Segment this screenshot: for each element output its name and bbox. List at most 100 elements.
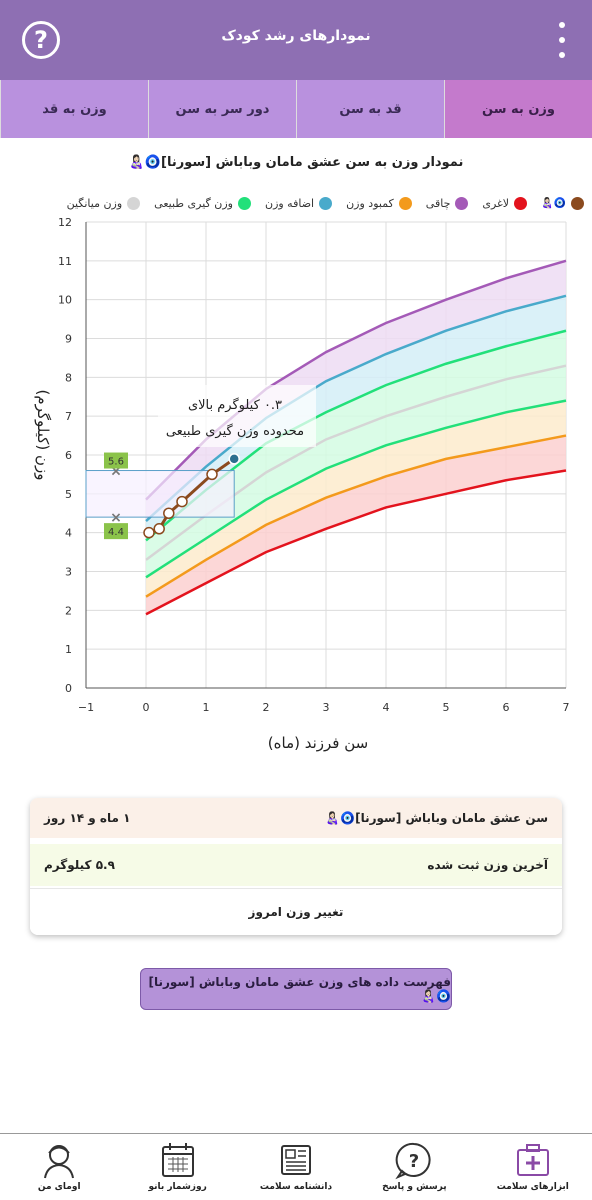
legend-item-underweight[interactable]: کمبود وزن (346, 196, 412, 210)
y-tick-label: 4 (65, 527, 72, 540)
help-button[interactable]: ? (22, 21, 60, 59)
annotation-text: ۰.۳ کیلوگرم بالای (188, 397, 282, 413)
tab-head-for-age[interactable]: دور سر به سن (148, 80, 296, 138)
nav-my-profile[interactable]: اومای من (0, 1134, 118, 1200)
x-tick-label: 3 (323, 701, 330, 714)
weight-label: آخرین وزن ثبت شده (427, 858, 548, 872)
legend-item-normal[interactable]: وزن گیری طبیعی (154, 196, 251, 210)
legend-dot (319, 196, 333, 210)
chart-band (146, 330, 566, 560)
legend-item-average[interactable]: وزن میانگین (66, 196, 141, 210)
app-title: نمودارهای رشد کودک (221, 28, 371, 44)
chart-band (146, 435, 566, 615)
question-icon: ? (34, 26, 48, 54)
nav-health-tools[interactable]: ابزارهای سلامت (474, 1134, 592, 1200)
age-label: سن عشق مامان وباباش [سورنا]🧿👩🏻‍🍼 (325, 811, 548, 825)
legend-label: وزن میانگین (66, 196, 123, 210)
y-tick-label: 6 (65, 449, 72, 462)
legend-label: اضافه وزن (264, 196, 315, 210)
weight-value: ۵.۹ کیلوگرم (44, 858, 115, 872)
range-value-badge (104, 523, 128, 540)
nav-questions[interactable]: ? پرسش و پاسخ (355, 1134, 473, 1200)
legend-dot (455, 196, 469, 210)
overflow-menu-button[interactable] (556, 22, 568, 58)
person-icon (44, 1145, 75, 1179)
range-value-label: 5.6 (108, 457, 124, 468)
tab-weight-for-height[interactable]: وزن به قد (0, 80, 148, 138)
legend-label: لاغری (482, 196, 510, 210)
question-bubble-icon: ? (395, 1142, 431, 1180)
legend-item-child[interactable]: 🧿👩🏻‍🍼 (541, 196, 584, 210)
range-value-badge (104, 452, 128, 469)
x-tick-label: 5 (443, 701, 450, 714)
chart-band (146, 365, 566, 578)
y-tick-label: 8 (65, 371, 72, 384)
x-tick-label: 2 (263, 701, 270, 714)
age-value: ۱ ماه و ۱۴ روز (44, 811, 131, 825)
child-weight-point (206, 468, 218, 481)
nav-label: پرسش و پاسخ (382, 1182, 447, 1192)
x-tick-label: 1 (203, 701, 210, 714)
child-latest-point (228, 453, 240, 465)
y-tick-label: 12 (58, 216, 72, 229)
series-line (145, 434, 567, 598)
tab-height-for-age[interactable]: قد به سن (296, 80, 444, 138)
change-weight-button[interactable]: تغییر وزن امروز (30, 888, 562, 935)
chart-title: نمودار وزن به سن عشق مامان وباباش [سورنا… (128, 155, 464, 170)
y-tick-label: 3 (65, 566, 72, 579)
y-tick-label: 7 (65, 410, 72, 423)
nav-label: اومای من (37, 1182, 81, 1192)
x-tick-label: 4 (383, 701, 390, 714)
age-row: ۱ ماه و ۱۴ روز سن عشق مامان وباباش [سورن… (30, 798, 562, 838)
y-tick-label: 10 (58, 294, 72, 307)
annotation-bubble (158, 385, 316, 447)
legend-label: چاقی (425, 196, 451, 210)
x-tick-label: 0 (143, 701, 150, 714)
svg-text:?: ? (409, 1151, 419, 1172)
legend-label: وزن گیری طبیعی (154, 196, 233, 210)
menu-dot-icon (559, 22, 565, 28)
nav-calendar[interactable]: روزشمار بانو (118, 1134, 236, 1200)
legend-dot (237, 196, 251, 210)
legend-item-overweight[interactable]: اضافه وزن (264, 196, 333, 210)
range-marker-x: × (110, 464, 122, 480)
y-tick-label: 5 (65, 488, 72, 501)
chart-band (146, 400, 566, 597)
legend-child-icon: 🧿👩🏻‍🍼 (541, 197, 566, 209)
calendar-icon (161, 1143, 194, 1177)
y-tick-label: 1 (65, 643, 72, 656)
nav-encyclopedia[interactable]: دانشنامه سلامت (237, 1134, 355, 1200)
x-tick-label: 6 (503, 701, 510, 714)
range-marker-x: × (110, 510, 122, 526)
x-tick-label: −1 (78, 701, 94, 714)
weight-list-button[interactable]: فهرست داده های وزن عشق مامان وباباش [سور… (140, 968, 452, 1010)
medkit-icon (516, 1144, 549, 1176)
nav-label: روزشمار بانو (148, 1182, 207, 1192)
legend-dot (514, 196, 528, 210)
newspaper-icon (281, 1145, 312, 1175)
nav-label: دانشنامه سلامت (259, 1182, 333, 1192)
legend-label: کمبود وزن (346, 196, 394, 210)
child-weight-point (176, 495, 188, 508)
chart-tabs: وزن به قد دور سر به سن قد به سن وزن به س… (0, 80, 592, 138)
tab-weight-for-age[interactable]: وزن به سن (444, 80, 592, 138)
menu-dot-icon (559, 37, 565, 43)
series-line (145, 294, 567, 522)
legend-dot (127, 196, 141, 210)
y-tick-label: 9 (65, 333, 72, 346)
bottom-nav: اومای من روزشمار بانو دانشنامه سلامت (0, 1133, 592, 1200)
series-line (145, 469, 567, 616)
menu-dot-icon (559, 52, 565, 58)
y-axis-label: وزن (کیلوگرم) (34, 389, 52, 480)
child-weight-point (163, 507, 175, 519)
legend-item-underweight-severe[interactable]: لاغری (482, 196, 528, 210)
chart-legend: 🧿👩🏻‍🍼 لاغری چاقی کمبود وزن اضافه وزن وزن… (8, 192, 584, 214)
legend-dot (571, 196, 584, 210)
range-value-label: 4.4 (108, 527, 124, 538)
legend-dot (398, 196, 412, 210)
x-tick-label: 7 (563, 701, 570, 714)
legend-item-obese[interactable]: چاقی (425, 196, 469, 210)
annotation-text: محدوده وزن گیری طبیعی (166, 423, 304, 439)
app-bar: ? نمودارهای رشد کودک (0, 0, 592, 80)
